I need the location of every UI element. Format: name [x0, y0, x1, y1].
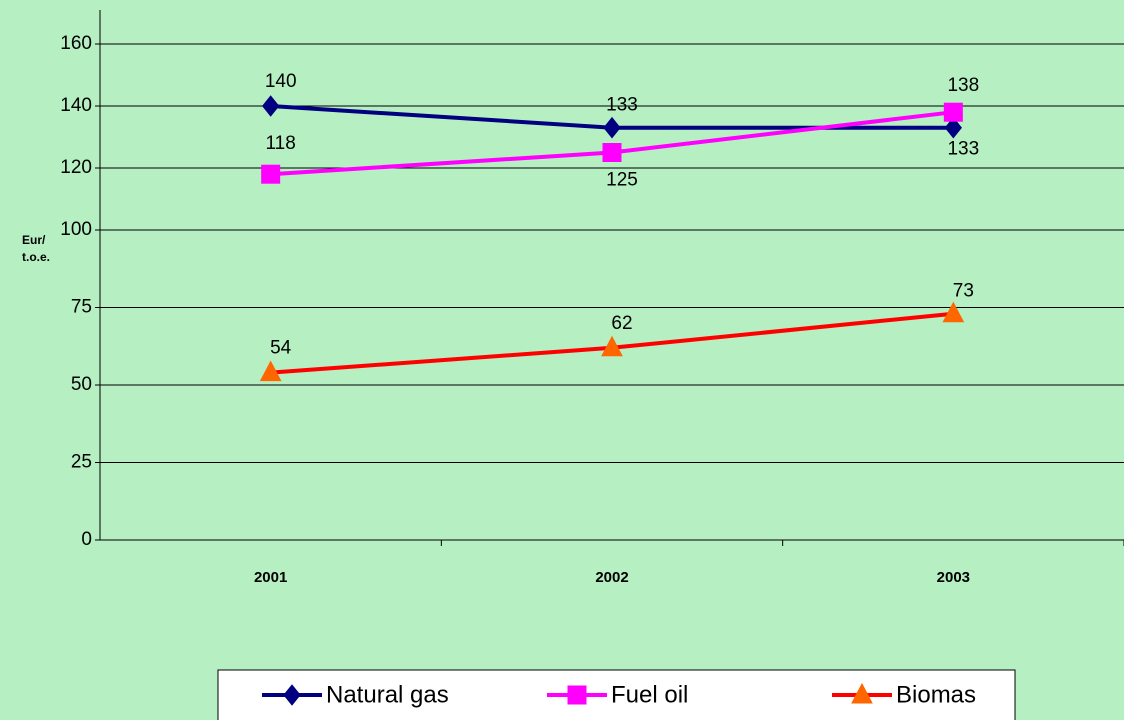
data-label: 133	[606, 95, 638, 116]
x-tick-label: 2002	[595, 569, 628, 586]
point	[944, 116, 962, 139]
point	[259, 360, 282, 382]
point	[942, 301, 965, 323]
data-label: 62	[611, 313, 632, 334]
y-axis-label: Eur/t.o.e.	[22, 233, 51, 264]
data-label: 133	[947, 139, 979, 160]
y-tick-label: 160	[60, 33, 92, 54]
legend-marker	[851, 682, 873, 704]
point	[262, 95, 280, 117]
legend-label: Natural gas	[326, 681, 449, 708]
x-tick-label: 2003	[937, 569, 970, 586]
x-tick-label: 2001	[254, 569, 287, 586]
y-tick-label: 140	[60, 95, 92, 116]
y-tick-label: 25	[71, 452, 92, 473]
data-label: 118	[266, 133, 296, 154]
point	[943, 102, 963, 122]
data-label: 73	[953, 281, 974, 302]
data-label: 54	[270, 338, 292, 359]
legend-label: Fuel oil	[611, 681, 688, 708]
y-tick-label: 120	[60, 157, 92, 178]
y-tick-label: 0	[81, 529, 92, 550]
legend-label: Biomas	[896, 681, 976, 708]
legend-marker	[567, 685, 587, 705]
data-label: 140	[265, 71, 297, 92]
y-tick-label: 50	[71, 374, 92, 395]
point	[601, 335, 623, 357]
point	[261, 164, 281, 184]
y-tick-label: 100	[60, 219, 92, 240]
point	[602, 143, 622, 162]
y-tick-label: 75	[71, 297, 92, 318]
legend-marker	[283, 684, 301, 706]
point	[603, 116, 621, 139]
data-label: 138	[947, 75, 979, 96]
data-label: 125	[606, 170, 638, 191]
